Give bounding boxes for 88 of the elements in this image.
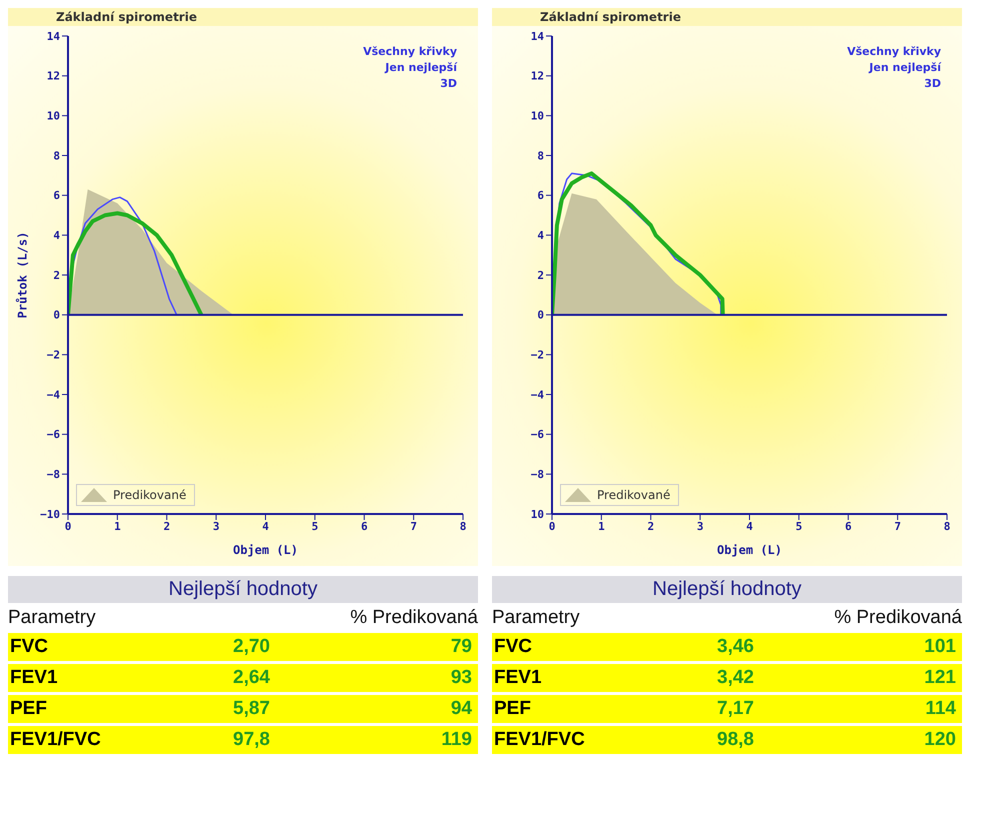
text: Nejlepší hodnoty (8, 576, 478, 603)
x-tick-label: 0 (64, 520, 72, 533)
x-tick-label: 4 (746, 520, 754, 533)
data-label: 7,17 (716, 698, 754, 720)
y-tick-label: 12 (46, 70, 60, 83)
text: Parametry (8, 607, 97, 629)
x-tick-label: 3 (696, 520, 704, 533)
data-label: 101 (923, 636, 956, 658)
x-tick-label: 6 (360, 520, 368, 533)
y-tick-label: 10 (530, 508, 544, 521)
data-label: 94 (450, 698, 472, 720)
y-tick-label: −4 (530, 388, 544, 402)
x-tick-label: 4 (262, 520, 270, 533)
x-tick-label: 3 (212, 520, 220, 533)
y-tick-label: −6 (530, 428, 544, 442)
y-tick-label: 12 (530, 70, 544, 83)
x-tick-label: 7 (410, 520, 417, 533)
category-label: FEV1/FVC (10, 729, 102, 751)
x-axis-title: Objem (L) (232, 543, 298, 557)
text: % Predikovaná (834, 607, 962, 629)
text: Parametry (492, 607, 581, 629)
x-axis-title: Objem (L) (716, 543, 782, 557)
category-label: PEF (494, 698, 532, 720)
x-tick-label: 1 (114, 520, 122, 533)
category-label: FVC (494, 636, 533, 658)
chart-title: Základní spirometrie (492, 8, 962, 26)
data-label: 97,8 (232, 729, 270, 751)
legend-label: Predikované (113, 488, 186, 502)
chart-title: Základní spirometrie (8, 8, 478, 26)
y-tick-label: 10 (530, 110, 544, 123)
data-label: 120 (923, 729, 956, 751)
x-tick-label: 7 (894, 520, 901, 533)
data-label: 121 (923, 667, 956, 689)
data-label: 3,42 (716, 667, 754, 689)
annotation: Jen nejlepší (384, 60, 457, 76)
data-label: 2,64 (232, 667, 270, 689)
y-tick-label: 2 (537, 268, 544, 282)
y-tick-label: 14 (530, 30, 544, 43)
annotation: Všechny křivky (847, 44, 941, 60)
data-label: 3,46 (716, 636, 754, 658)
y-tick-label: 8 (53, 149, 60, 162)
y-tick-label: 0 (53, 308, 60, 322)
x-tick-label: 1 (598, 520, 606, 533)
annotation: Všechny křivky (363, 44, 457, 60)
data-label: 79 (450, 636, 472, 658)
data-label: 5,87 (232, 698, 270, 720)
data-label: 119 (440, 729, 472, 751)
y-tick-label: −8 (46, 468, 60, 482)
category-label: FEV1/FVC (494, 729, 586, 751)
y-tick-label: −4 (46, 388, 60, 402)
annotation: 3D (439, 76, 457, 92)
data-label: 93 (450, 667, 472, 689)
data-label: 98,8 (716, 729, 754, 751)
y-tick-label: 8 (537, 149, 544, 162)
category-label: FEV1 (10, 667, 59, 689)
y-tick-label: −10 (40, 508, 60, 521)
category-label: PEF (10, 698, 48, 720)
y-tick-label: 10 (46, 110, 60, 123)
x-tick-label: 8 (460, 520, 466, 533)
legend-label: Predikované (597, 488, 670, 502)
x-tick-label: 8 (944, 520, 950, 533)
y-tick-label: −2 (46, 348, 60, 362)
text: Nejlepší hodnoty (492, 576, 962, 603)
y-tick-label: 0 (537, 308, 544, 322)
text: % Predikovaná (350, 607, 478, 629)
y-tick-label: −6 (46, 428, 60, 442)
x-tick-label: 2 (163, 520, 170, 533)
line-series (68, 211, 204, 317)
x-tick-label: 0 (548, 520, 556, 533)
category-label: FVC (10, 636, 49, 658)
annotation: 3D (923, 76, 941, 92)
x-tick-label: 5 (312, 520, 318, 533)
data-label: 114 (924, 698, 956, 720)
y-tick-label: 4 (537, 229, 544, 242)
y-tick-label: 14 (46, 30, 60, 43)
y-tick-label: 6 (537, 189, 544, 202)
annotation: Jen nejlepší (868, 60, 941, 76)
y-tick-label: 4 (53, 229, 60, 242)
data-label: 2,70 (232, 636, 270, 658)
x-tick-label: 2 (647, 520, 654, 533)
y-tick-label: −8 (530, 468, 544, 482)
y-axis-title: Průtok (L/s) (15, 232, 30, 318)
x-tick-label: 6 (844, 520, 852, 533)
x-tick-label: 5 (796, 520, 802, 533)
y-tick-label: 2 (53, 268, 60, 282)
category-label: FEV1 (494, 667, 543, 689)
y-tick-label: −2 (530, 348, 544, 362)
y-tick-label: 6 (53, 189, 60, 202)
